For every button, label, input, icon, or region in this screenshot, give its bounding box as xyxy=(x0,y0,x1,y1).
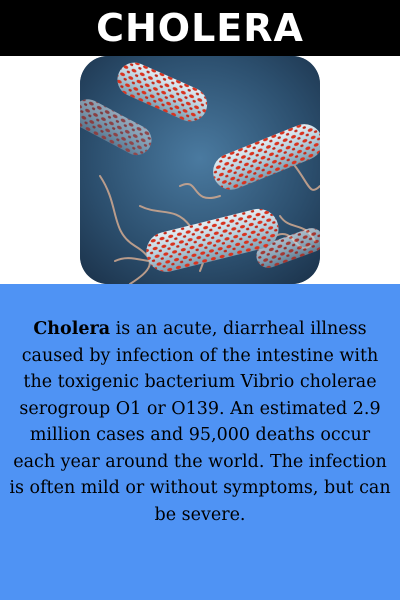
cholera-bacteria-image xyxy=(80,56,320,284)
description-body: is an acute, diarrheal illness caused by… xyxy=(9,319,391,525)
description-text: Cholera is an acute, diarrheal illness c… xyxy=(8,316,392,528)
description-panel: Cholera is an acute, diarrheal illness c… xyxy=(0,284,400,600)
page-title: CHOLERA xyxy=(96,6,304,50)
title-bar: CHOLERA xyxy=(0,0,400,56)
description-term: Cholera xyxy=(33,319,111,339)
bacteria-illustration xyxy=(80,56,320,284)
